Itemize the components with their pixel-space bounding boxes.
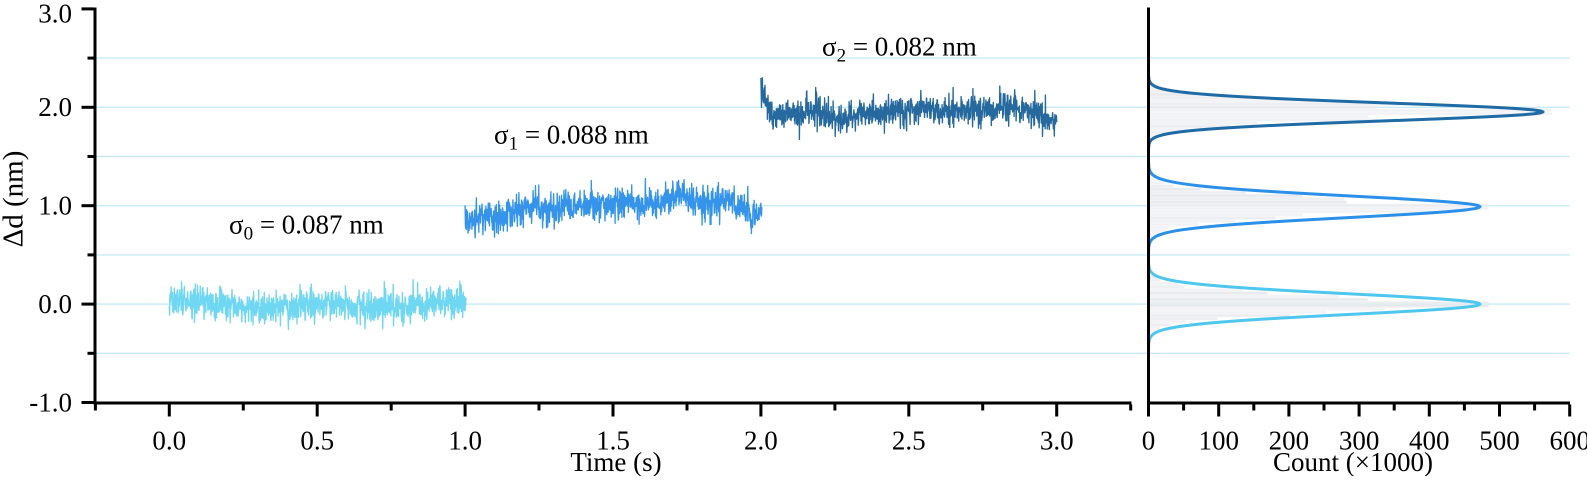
svg-text:σ2 = 0.082 nm: σ2 = 0.082 nm: [822, 32, 977, 67]
svg-text:100: 100: [1198, 426, 1239, 456]
svg-text:600: 600: [1549, 426, 1587, 456]
svg-text:1.0: 1.0: [38, 191, 72, 221]
svg-text:200: 200: [1269, 426, 1310, 456]
svg-text:3.0: 3.0: [1040, 426, 1074, 456]
svg-text:2.5: 2.5: [892, 426, 926, 456]
svg-text:1.5: 1.5: [596, 426, 630, 456]
svg-text:0: 0: [1142, 426, 1156, 456]
svg-text:Count (×1000): Count (×1000): [1273, 447, 1433, 476]
svg-text:0.0: 0.0: [38, 289, 72, 319]
svg-text:1.0: 1.0: [448, 426, 482, 456]
svg-text:2.0: 2.0: [38, 92, 72, 122]
svg-text:-1.0: -1.0: [29, 387, 72, 417]
svg-text:Δd (nm): Δd (nm): [0, 151, 30, 248]
svg-text:500: 500: [1479, 426, 1520, 456]
svg-text:σ1 = 0.088 nm: σ1 = 0.088 nm: [494, 120, 649, 155]
svg-text:0.0: 0.0: [152, 426, 186, 456]
svg-text:0.5: 0.5: [300, 426, 334, 456]
svg-text:Time (s): Time (s): [570, 447, 661, 476]
svg-text:2.0: 2.0: [744, 426, 778, 456]
svg-text:3.0: 3.0: [38, 0, 72, 28]
svg-text:σ0 = 0.087 nm: σ0 = 0.087 nm: [229, 210, 384, 245]
svg-text:400: 400: [1409, 426, 1450, 456]
svg-text:300: 300: [1339, 426, 1380, 456]
